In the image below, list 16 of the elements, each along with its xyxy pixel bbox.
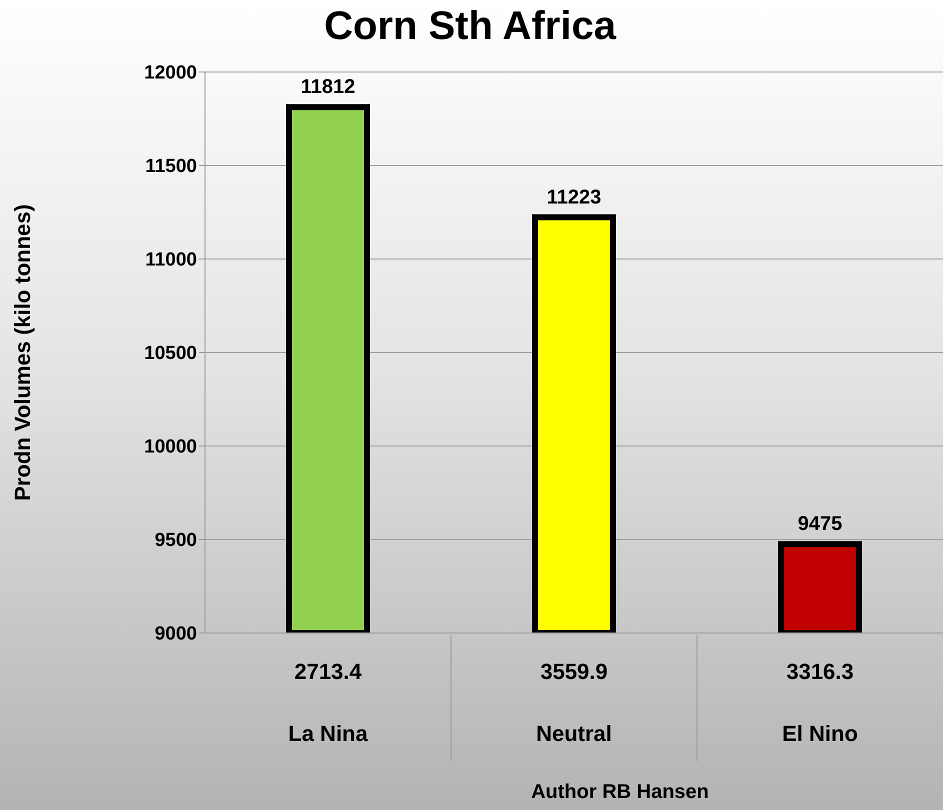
data-label: 11223 xyxy=(546,186,602,208)
y-tick-label: 11500 xyxy=(145,156,197,178)
y-tick-label: 10500 xyxy=(144,343,197,364)
y-tick-label: 10000 xyxy=(144,436,197,458)
text: Author RB Hansen xyxy=(530,781,710,804)
data-label: 11812 xyxy=(300,76,356,98)
y-tick-label: 9500 xyxy=(154,530,197,552)
y-tick-label: 12000 xyxy=(144,62,197,84)
chart-title: Corn Sth Africa xyxy=(323,4,618,49)
data-label: 9475 xyxy=(798,513,842,536)
category-label: 2713.4 La Nina xyxy=(288,659,368,746)
y-axis-title: Prodn Volumes (kilo tonnes) xyxy=(10,204,35,501)
y-tick-label: 9000 xyxy=(154,624,197,645)
y-tick-label: 11000 xyxy=(145,250,197,271)
category-label: 3559.9 Neutral xyxy=(536,659,612,746)
category-label: 3316.3 El Nino xyxy=(782,659,858,746)
